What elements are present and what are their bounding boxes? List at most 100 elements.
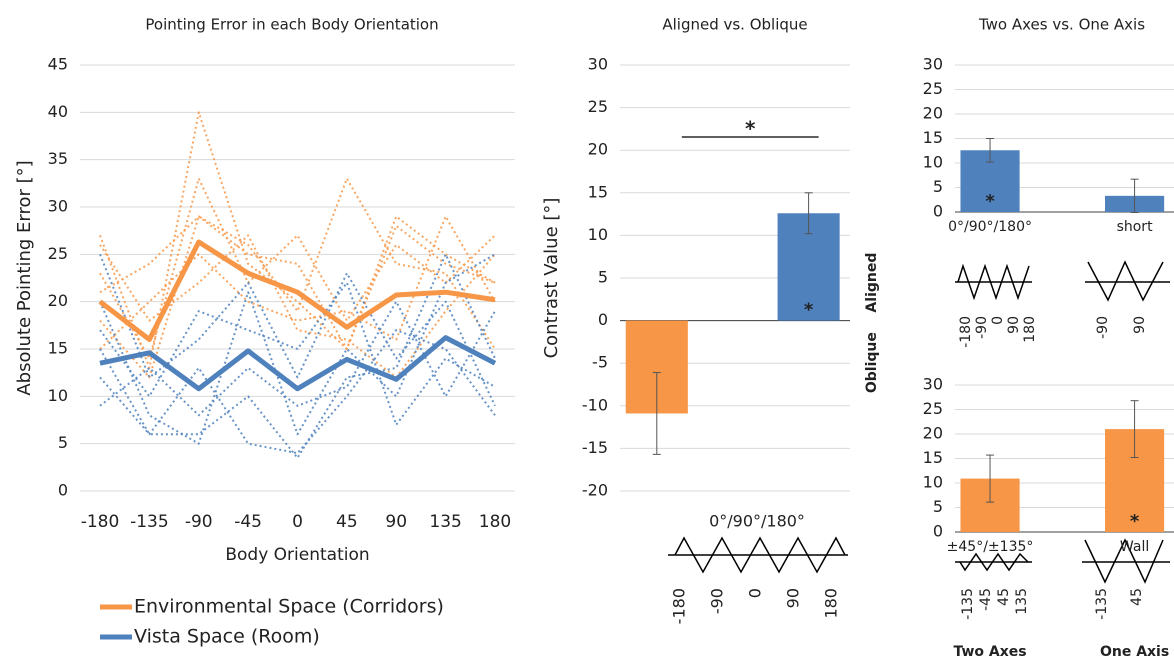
diagram-tick: 90 bbox=[784, 588, 803, 608]
mean-line bbox=[98, 239, 496, 343]
participant-line bbox=[99, 253, 496, 459]
x-axis-label: Body Orientation bbox=[225, 545, 369, 565]
mean-line bbox=[99, 335, 497, 392]
y-tick-label: 35 bbox=[48, 149, 68, 168]
diagram-tick: -45 bbox=[978, 588, 994, 611]
y-tick-label: 10 bbox=[48, 386, 68, 405]
y-tick-label: 5 bbox=[933, 497, 943, 516]
category-label: ±45°/±135° bbox=[947, 539, 1034, 555]
y-tick-label: 25 bbox=[588, 97, 608, 116]
diagram-tick: -180 bbox=[670, 588, 689, 624]
diagram-tick: -90 bbox=[708, 588, 727, 614]
diagram-wave bbox=[957, 263, 1030, 301]
y-tick-label: 5 bbox=[598, 268, 608, 287]
participant-line bbox=[99, 215, 496, 350]
diagram-tick: -180 bbox=[958, 316, 974, 348]
y-tick-label: 0 bbox=[933, 202, 943, 221]
y-tick-label: -15 bbox=[582, 438, 608, 457]
y-axis-label: Contrast Value [°] bbox=[541, 198, 562, 359]
error-bar bbox=[804, 192, 813, 235]
y-tick-label: 0 bbox=[933, 522, 943, 541]
y-tick-label: 20 bbox=[48, 291, 68, 310]
diagram-tick: 90 bbox=[1132, 316, 1148, 334]
error-bar bbox=[986, 138, 995, 163]
chart-title: Pointing Error in each Body Orientation bbox=[145, 16, 438, 34]
diagram-tick: 45 bbox=[996, 588, 1012, 606]
y-tick-label: 40 bbox=[48, 102, 68, 121]
diagram-wave bbox=[959, 552, 1029, 572]
y-tick-label: 5 bbox=[933, 177, 943, 196]
participant-line bbox=[99, 300, 496, 417]
x-tick-label: -180 bbox=[81, 512, 120, 532]
x-tick-label: -135 bbox=[130, 512, 169, 532]
y-tick-label: 15 bbox=[588, 182, 608, 201]
error-bar bbox=[652, 372, 661, 455]
category-label: Aligned bbox=[864, 253, 880, 313]
participant-line bbox=[99, 253, 496, 407]
participant-line bbox=[99, 253, 496, 445]
participant-line bbox=[99, 177, 496, 379]
error-bar bbox=[986, 454, 995, 503]
diagram-label: 0°/90°/180° bbox=[709, 512, 805, 531]
participant-line bbox=[99, 329, 496, 455]
y-tick-label: 5 bbox=[58, 433, 68, 452]
y-tick-label: 30 bbox=[923, 55, 943, 74]
x-tick-label: -45 bbox=[234, 512, 262, 532]
diagram-tick: 0 bbox=[746, 588, 765, 598]
diagram-tick: -90 bbox=[1095, 316, 1111, 339]
participant-line bbox=[99, 281, 496, 426]
diagrams bbox=[668, 260, 1170, 584]
y-tick-label: 10 bbox=[923, 473, 943, 492]
error-bar bbox=[1130, 400, 1139, 459]
y-tick-label: 10 bbox=[588, 225, 608, 244]
diagram-tick: 180 bbox=[1022, 316, 1038, 343]
category-label: short bbox=[1117, 219, 1153, 235]
chart-title: Aligned vs. Oblique bbox=[662, 16, 807, 34]
x-tick-label: 135 bbox=[429, 512, 461, 532]
diagram-tick: 135 bbox=[1014, 588, 1030, 615]
bar-star: * bbox=[804, 300, 814, 321]
category-label: 0°/90°/180° bbox=[948, 219, 1032, 235]
y-tick-label: 0 bbox=[58, 481, 68, 500]
y-tick-label: -5 bbox=[592, 353, 608, 372]
y-axis-label: Absolute Pointing Error [°] bbox=[14, 160, 35, 395]
y-tick-label: 15 bbox=[923, 128, 943, 147]
y-tick-label: 15 bbox=[48, 339, 68, 358]
bar-star: * bbox=[985, 191, 995, 212]
bar-star: * bbox=[1130, 511, 1140, 532]
x-tick-label: -90 bbox=[185, 512, 213, 532]
x-tick-label: 45 bbox=[336, 512, 358, 532]
participant-line bbox=[99, 111, 496, 369]
group-label: Two Axes bbox=[953, 644, 1026, 660]
y-tick-label: 30 bbox=[48, 197, 68, 216]
y-tick-label: 20 bbox=[923, 424, 943, 443]
y-tick-label: 25 bbox=[923, 399, 943, 418]
legend-label: Vista Space (Room) bbox=[134, 626, 320, 648]
y-tick-label: 20 bbox=[923, 104, 943, 123]
legend-label: Environmental Space (Corridors) bbox=[134, 596, 444, 618]
y-tick-label: 0 bbox=[598, 310, 608, 329]
diagram-tick: 45 bbox=[1129, 588, 1145, 606]
category-label: Wall bbox=[1120, 539, 1149, 555]
y-tick-label: 45 bbox=[48, 55, 68, 74]
error-bar bbox=[1130, 178, 1139, 213]
y-tick-label: 30 bbox=[923, 375, 943, 394]
diagram-tick: 0 bbox=[990, 316, 1006, 325]
y-tick-label: 30 bbox=[588, 55, 608, 74]
x-tick-label: 0 bbox=[292, 512, 303, 532]
diagram-tick: 90 bbox=[1006, 316, 1022, 334]
diagram-tick: 180 bbox=[822, 588, 841, 619]
y-tick-label: 20 bbox=[588, 140, 608, 159]
diagram-wave bbox=[1087, 260, 1164, 302]
diagram-tick: -135 bbox=[1094, 588, 1110, 620]
diagram-wave bbox=[1084, 538, 1164, 584]
y-tick-label: 25 bbox=[48, 244, 68, 263]
group-label: One Axis bbox=[1100, 644, 1169, 660]
participant-line bbox=[99, 177, 496, 360]
category-label: Oblique bbox=[864, 332, 880, 393]
y-tick-label: 15 bbox=[923, 448, 943, 467]
diagram-tick: -90 bbox=[974, 316, 990, 339]
y-tick-label: -10 bbox=[582, 395, 608, 414]
